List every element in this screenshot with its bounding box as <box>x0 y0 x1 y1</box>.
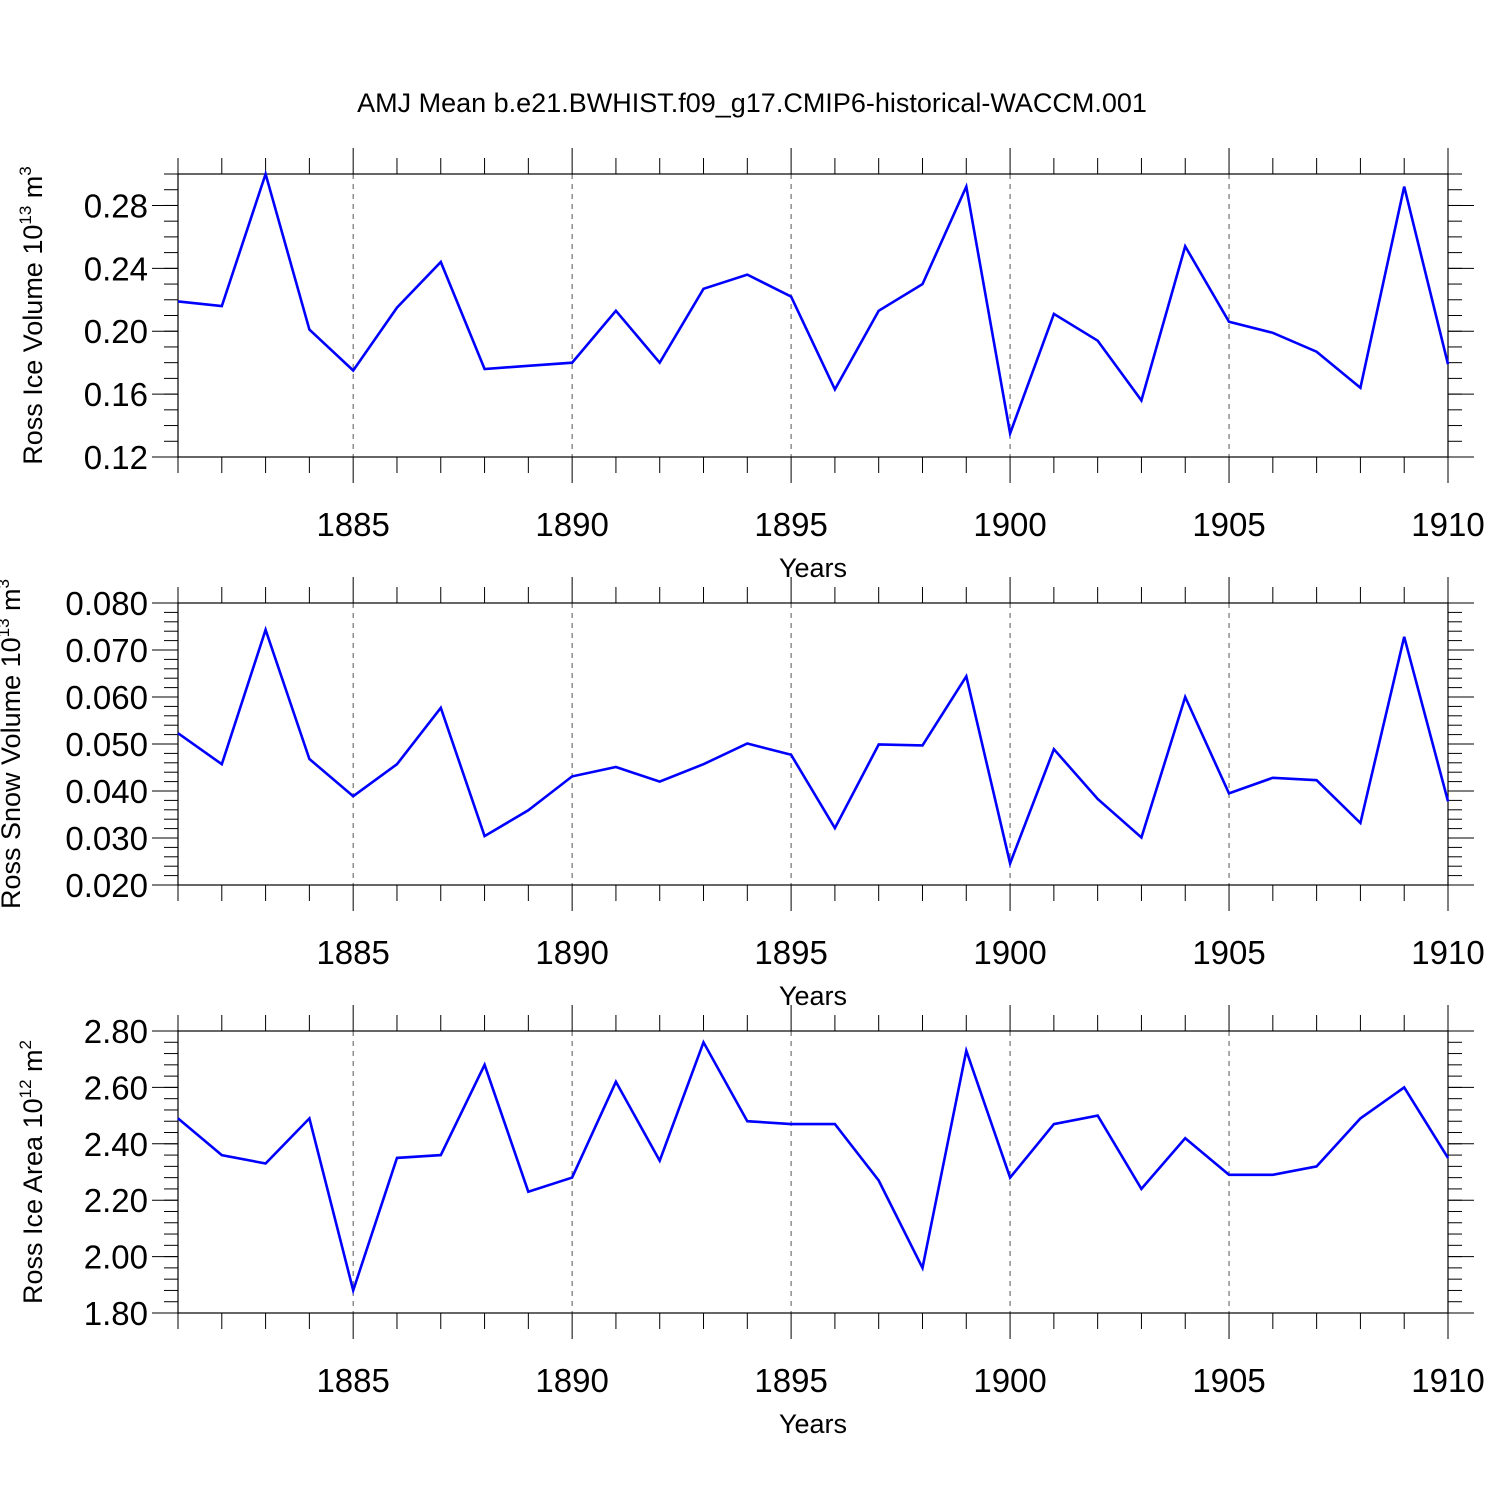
y-axis-label-exponent: 3 <box>16 166 35 175</box>
x-tick-label: 1895 <box>754 934 827 971</box>
y-tick-label: 0.080 <box>65 585 148 622</box>
x-tick-label: 1910 <box>1411 506 1484 543</box>
y-tick-label: 0.030 <box>65 820 148 857</box>
y-axis-label: Ross Ice Volume 1013 m3 <box>16 166 48 465</box>
x-tick-label: 1910 <box>1411 1362 1484 1399</box>
y-tick-label: 0.070 <box>65 632 148 669</box>
y-axis-label: Ross Snow Volume 1013 m3 <box>0 579 26 909</box>
y-axis-label-part: Ross Ice Volume 10 <box>18 225 48 465</box>
series-line <box>177 625 1450 868</box>
panel-3: 1885 1890 1895 1900 1905 1910 1.80 2.00 2.20 2.40… <box>16 1005 1485 1439</box>
y-axis-label-exponent: 13 <box>0 618 13 637</box>
figure-title: AMJ Mean b.e21.BWHIST.f09_g17.CMIP6-hist… <box>357 88 1147 118</box>
x-tick-label: 1910 <box>1411 934 1484 971</box>
y-tick-label: 0.050 <box>65 726 148 763</box>
y-axis-label-exponent: 13 <box>16 206 35 225</box>
panels: 1885 1890 1895 1900 1905 1910 0.12 0.16 0.20 0.24… <box>0 148 1485 1439</box>
series-line <box>177 1039 1450 1296</box>
plot-frame <box>177 1030 1449 1314</box>
y-tick-label: 0.20 <box>84 313 148 350</box>
y-tick-label: 2.40 <box>84 1126 148 1163</box>
plot-frame <box>177 602 1449 886</box>
x-tick-label: 1885 <box>316 506 389 543</box>
y-axis-label: Ross Ice Area 1012 m2 <box>16 1040 48 1304</box>
y-axis-label-part: m <box>18 1049 48 1079</box>
y-tick-label: 2.60 <box>84 1069 148 1106</box>
y-tick-label: 0.28 <box>84 187 148 224</box>
x-tick-label: 1905 <box>1192 506 1265 543</box>
y-tick-label: 1.80 <box>84 1295 148 1332</box>
panel-1: 1885 1890 1895 1900 1905 1910 0.12 0.16 0.20 0.24… <box>16 148 1485 583</box>
y-axis-label-exponent: 2 <box>16 1040 35 1049</box>
y-tick-label: 0.16 <box>84 376 148 413</box>
x-tick-label: 1900 <box>973 934 1046 971</box>
y-axis-label-part: m <box>18 176 48 206</box>
x-tick-label: 1900 <box>973 1362 1046 1399</box>
y-tick-label: 0.12 <box>84 439 148 476</box>
x-tick-label: 1890 <box>535 934 608 971</box>
y-axis-label-part: m <box>0 588 26 618</box>
plot-frame <box>177 173 1449 458</box>
y-tick-label: 0.24 <box>84 250 148 287</box>
y-axis-label-exponent: 12 <box>16 1079 35 1098</box>
y-axis-label-part: Ross Snow Volume 10 <box>0 637 26 909</box>
x-axis-label: Years <box>779 1409 847 1439</box>
y-axis-label-exponent: 3 <box>0 579 13 588</box>
y-tick-label: 0.020 <box>65 867 148 904</box>
x-tick-label: 1895 <box>754 506 827 543</box>
x-tick-label: 1890 <box>535 506 608 543</box>
y-tick-label: 2.00 <box>84 1239 148 1276</box>
x-tick-label: 1905 <box>1192 1362 1265 1399</box>
x-tick-label: 1900 <box>973 506 1046 543</box>
y-tick-label: 2.80 <box>84 1013 148 1050</box>
panel-2: 1885 1890 1895 1900 1905 1910 0.020 0.030 0.040 0… <box>0 577 1485 1011</box>
x-tick-label: 1905 <box>1192 934 1265 971</box>
x-tick-label: 1895 <box>754 1362 827 1399</box>
x-axis-label: Years <box>779 981 847 1011</box>
x-tick-label: 1885 <box>316 934 389 971</box>
y-tick-label: 0.040 <box>65 773 148 810</box>
y-tick-label: 2.20 <box>84 1182 148 1219</box>
y-tick-label: 0.060 <box>65 679 148 716</box>
x-tick-label: 1885 <box>316 1362 389 1399</box>
x-axis-label: Years <box>779 553 847 583</box>
series-line <box>177 169 1450 439</box>
y-axis-label-part: Ross Ice Area 10 <box>18 1098 48 1304</box>
x-tick-label: 1890 <box>535 1362 608 1399</box>
